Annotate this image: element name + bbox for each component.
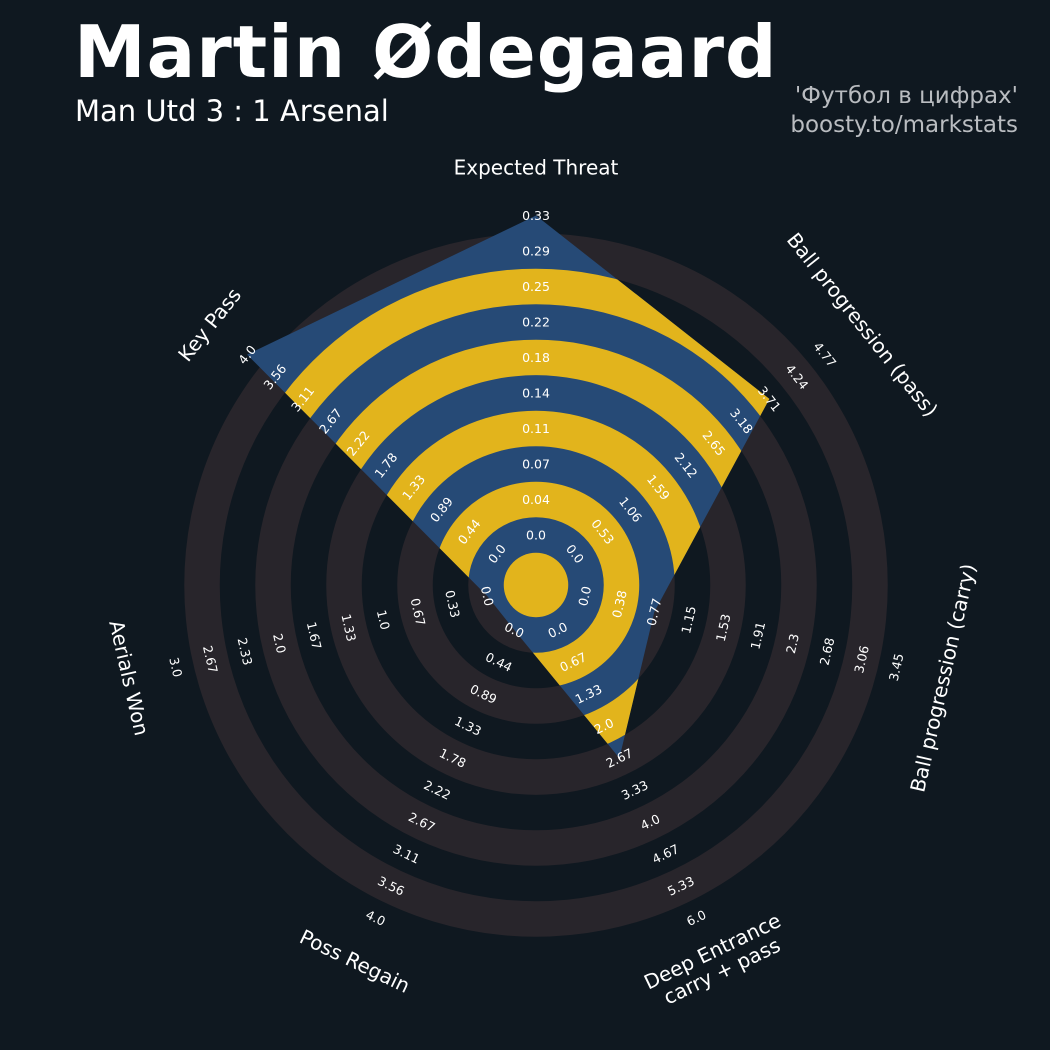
tick-label: 0.04	[522, 492, 550, 507]
tick-label: 0.0	[575, 585, 594, 608]
tick-label: 0.25	[522, 279, 550, 294]
tick-label: 0.38	[609, 589, 630, 620]
tick-label: 2.33	[235, 636, 256, 666]
tick-label: 2.0	[270, 632, 289, 655]
tick-label: 2.67	[200, 644, 221, 674]
tick-label: 1.33	[338, 612, 359, 642]
tick-label: 4.77	[810, 339, 839, 370]
param-label: Aerials Won	[104, 618, 154, 738]
tick-label: 2.68	[817, 636, 838, 667]
tick-label: 0.0	[526, 528, 546, 543]
tick-label: 0.18	[522, 350, 550, 365]
tick-label: 1.91	[747, 620, 768, 650]
tick-label: 0.0	[478, 585, 497, 608]
tick-label: 2.3	[783, 632, 802, 655]
tick-label: 4.0	[363, 907, 387, 929]
tick-label: 1.0	[374, 608, 393, 631]
param-label: Poss Regain	[296, 925, 414, 998]
tick-label: 6.0	[684, 907, 708, 929]
match-subtitle: Man Utd 3 : 1 Arsenal	[75, 94, 389, 128]
tick-label: 1.33	[452, 713, 484, 739]
tick-label: 0.07	[522, 457, 550, 472]
credit-link[interactable]: boosty.to/markstats	[790, 112, 1018, 138]
param-label: Expected Threat	[454, 156, 619, 180]
tick-label: 2.22	[422, 777, 454, 803]
tick-label: 0.22	[522, 315, 550, 330]
credit-block: 'Футбол в цифрах' boosty.to/markstats	[790, 82, 1018, 140]
tick-label: 3.45	[886, 652, 907, 682]
tick-label: 1.53	[713, 612, 734, 642]
tick-label: 4.67	[650, 841, 682, 867]
tick-label: 0.67	[408, 597, 429, 627]
tick-label: 0.77	[644, 597, 665, 627]
tick-label: 3.11	[391, 841, 423, 867]
tick-label: 1.15	[678, 605, 699, 635]
param-label: Key Pass	[173, 283, 246, 366]
tick-label: 0.33	[522, 208, 550, 223]
tick-label: 3.06	[851, 644, 872, 675]
tick-label: 0.33	[442, 589, 463, 619]
tick-label: 0.11	[522, 421, 550, 436]
tick-label: 0.29	[522, 244, 550, 259]
param-label: Ball progression (carry)	[905, 561, 980, 794]
tick-label: 3.33	[619, 777, 651, 803]
credit-source: 'Футбол в цифрах'	[794, 83, 1018, 109]
page-title: Martin Ødegaard	[74, 10, 778, 94]
tick-label: 4.0	[235, 342, 259, 367]
highlight-core	[503, 552, 569, 618]
tick-label: 0.44	[483, 649, 515, 675]
tick-label: 0.14	[522, 386, 550, 401]
tick-label: 3.0	[166, 656, 185, 679]
param-label: Deep Entrancecarry + pass	[640, 908, 794, 1014]
tick-label: 1.67	[304, 620, 325, 650]
